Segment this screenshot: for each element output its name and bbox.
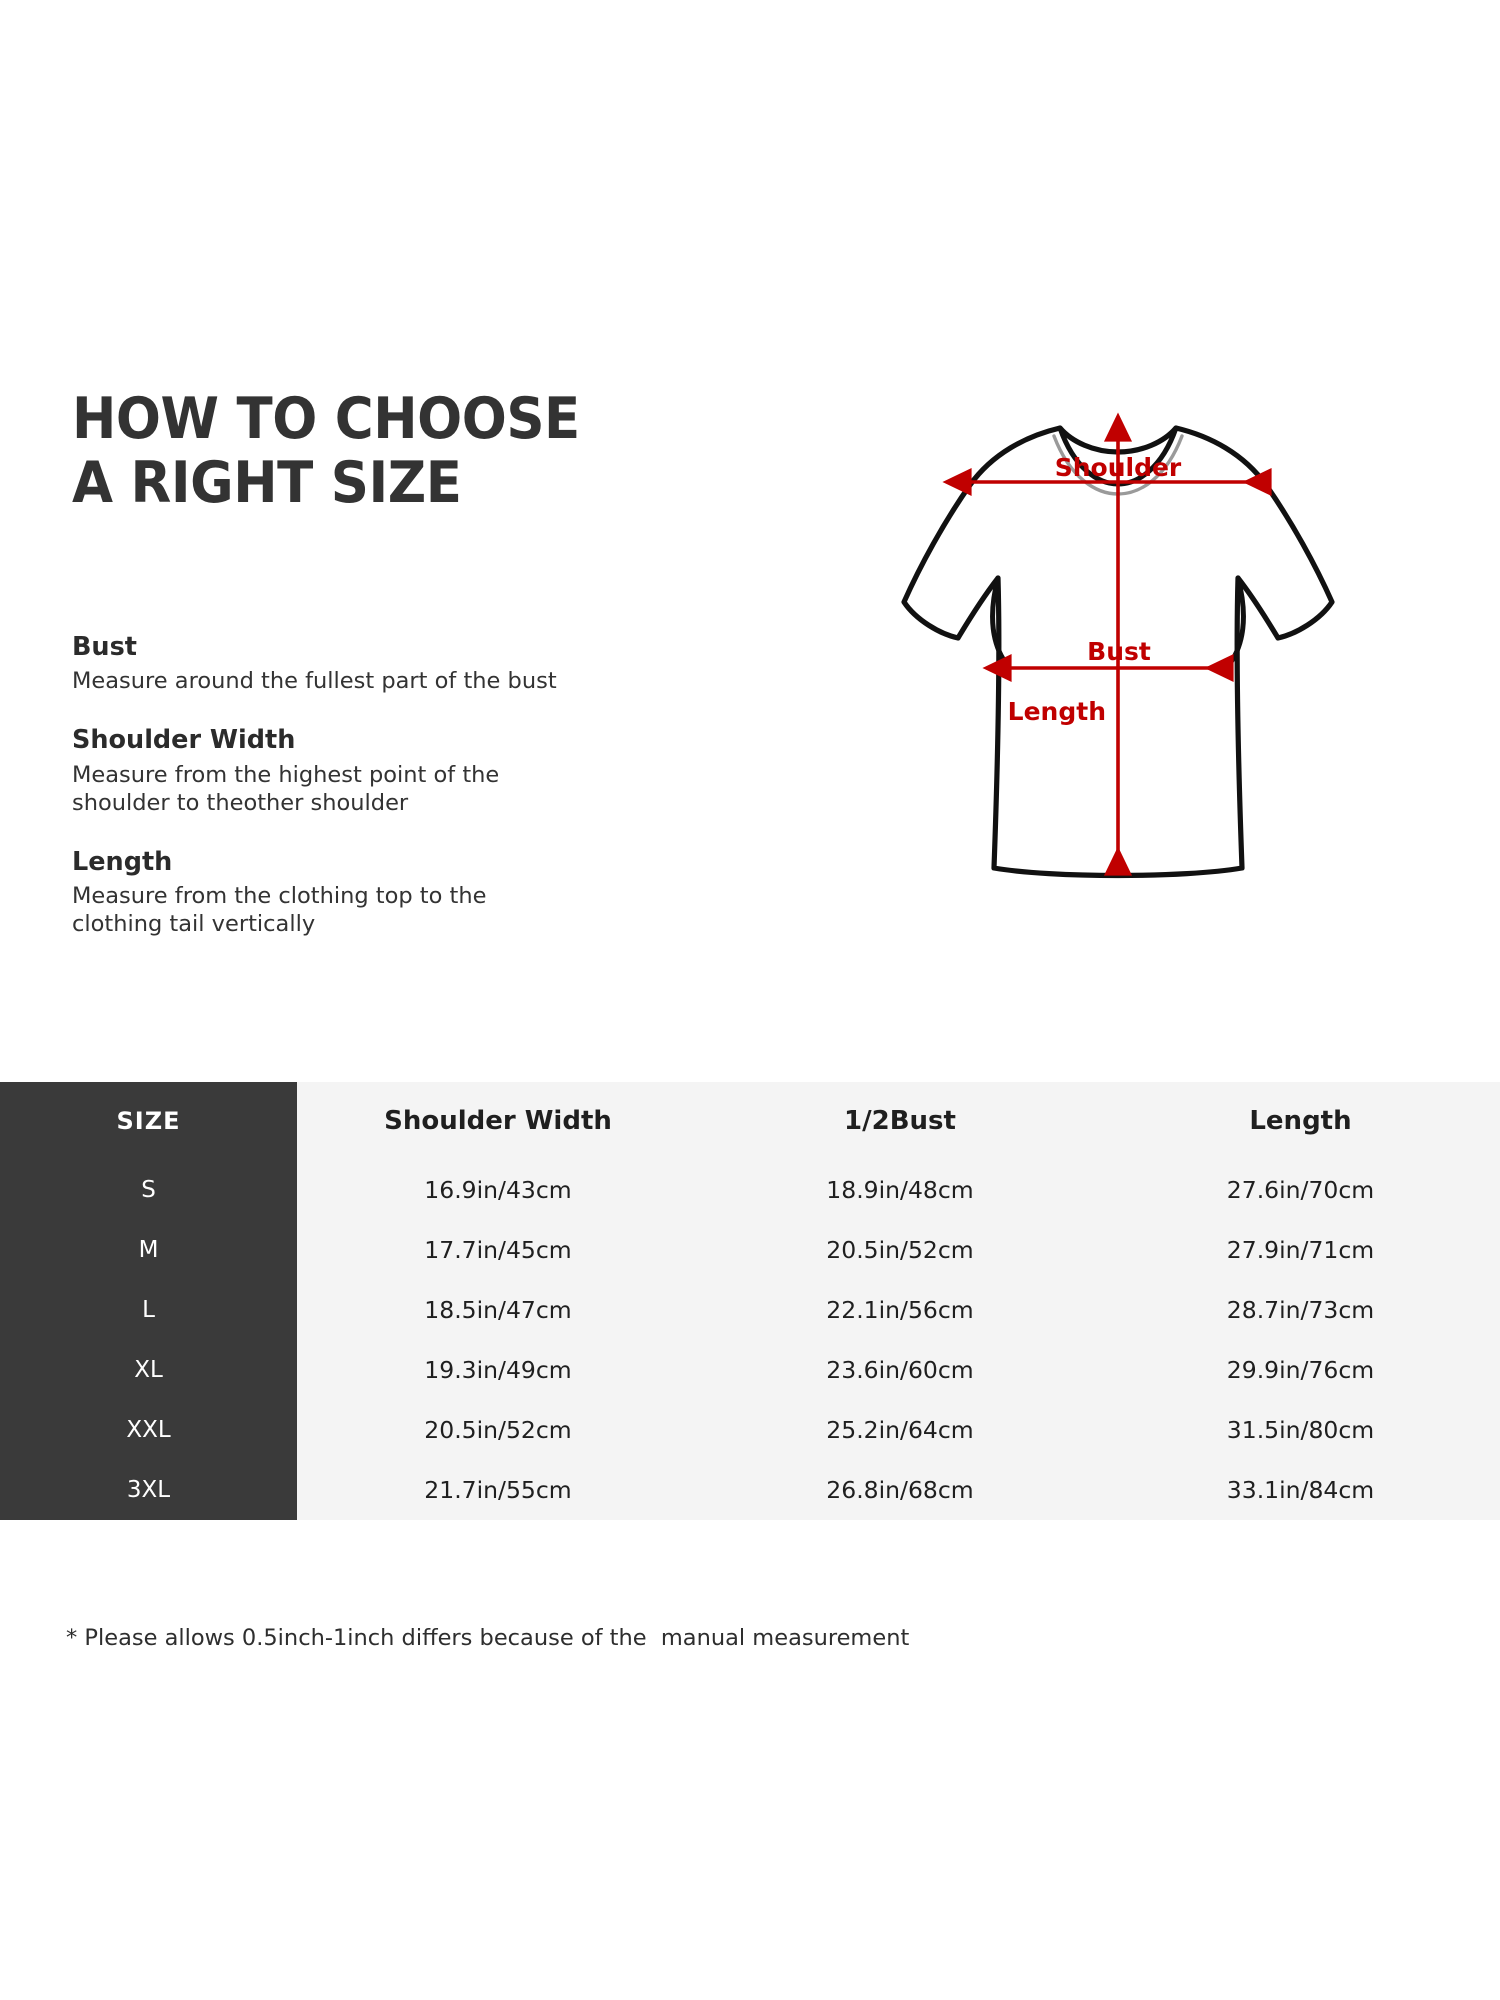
measurement-item-bust: Bust Measure around the fullest part of … bbox=[72, 630, 672, 696]
cell-shoulder-width: 16.9in/43cm bbox=[297, 1160, 699, 1220]
table-header-row: SIZE Shoulder Width 1/2Bust Length bbox=[0, 1082, 1500, 1160]
cell-length: 27.9in/71cm bbox=[1101, 1220, 1500, 1280]
cell-size: XL bbox=[0, 1340, 297, 1400]
cell-length: 31.5in/80cm bbox=[1101, 1400, 1500, 1460]
cell-shoulder-width: 18.5in/47cm bbox=[297, 1280, 699, 1340]
measurement-disclaimer: * Please allows 0.5inch-1inch differs be… bbox=[66, 1625, 910, 1651]
cell-length: 27.6in/70cm bbox=[1101, 1160, 1500, 1220]
measurement-term-shoulder-width: Shoulder Width bbox=[72, 725, 296, 756]
cell-half-bust: 22.1in/56cm bbox=[699, 1280, 1101, 1340]
measurement-item-length: Length Measure from the clothing top to … bbox=[72, 845, 672, 939]
table-row: S 16.9in/43cm 18.9in/48cm 27.6in/70cm bbox=[0, 1160, 1500, 1220]
cell-size: S bbox=[0, 1160, 297, 1220]
tshirt-measurement-diagram: Shoulder Bust Length bbox=[760, 380, 1390, 1020]
cell-size: M bbox=[0, 1220, 297, 1280]
length-label: Length bbox=[1008, 697, 1106, 726]
measurement-term-bust: Bust bbox=[72, 632, 137, 662]
cell-length: 29.9in/76cm bbox=[1101, 1340, 1500, 1400]
column-header-size: SIZE bbox=[0, 1082, 297, 1160]
measurement-text-bust: Measure around the fullest part of the b… bbox=[72, 668, 557, 695]
cell-shoulder-width: 17.7in/45cm bbox=[297, 1220, 699, 1280]
cell-length: 28.7in/73cm bbox=[1101, 1280, 1500, 1340]
column-header-length: Length bbox=[1101, 1082, 1500, 1160]
measurement-guide: Bust Measure around the fullest part of … bbox=[72, 630, 672, 966]
cell-half-bust: 18.9in/48cm bbox=[699, 1160, 1101, 1220]
cell-length: 33.1in/84cm bbox=[1101, 1460, 1500, 1520]
cell-half-bust: 26.8in/68cm bbox=[699, 1460, 1101, 1520]
measurement-text-length: Measure from the clothing top to the clo… bbox=[72, 882, 487, 937]
table-row: XL 19.3in/49cm 23.6in/60cm 29.9in/76cm bbox=[0, 1340, 1500, 1400]
measurement-item-shoulder-width: Shoulder Width Measure from the highest … bbox=[72, 723, 672, 817]
cell-size: L bbox=[0, 1280, 297, 1340]
page-title: HOW TO CHOOSE A RIGHT SIZE bbox=[72, 386, 580, 516]
measurement-text-shoulder-width: Measure from the highest point of the sh… bbox=[72, 761, 500, 816]
size-table-container: SIZE Shoulder Width 1/2Bust Length S 16.… bbox=[0, 1082, 1500, 1567]
table-row: L 18.5in/47cm 22.1in/56cm 28.7in/73cm bbox=[0, 1280, 1500, 1340]
table-row: 3XL 21.7in/55cm 26.8in/68cm 33.1in/84cm bbox=[0, 1460, 1500, 1520]
cell-size: 3XL bbox=[0, 1460, 297, 1520]
size-table: SIZE Shoulder Width 1/2Bust Length S 16.… bbox=[0, 1082, 1500, 1520]
cell-size: XXL bbox=[0, 1400, 297, 1460]
measurement-term-length: Length bbox=[72, 846, 173, 877]
cell-half-bust: 20.5in/52cm bbox=[699, 1220, 1101, 1280]
cell-shoulder-width: 21.7in/55cm bbox=[297, 1460, 699, 1520]
cell-shoulder-width: 19.3in/49cm bbox=[297, 1340, 699, 1400]
table-row: XXL 20.5in/52cm 25.2in/64cm 31.5in/80cm bbox=[0, 1400, 1500, 1460]
column-header-shoulder-width: Shoulder Width bbox=[297, 1082, 699, 1160]
cell-half-bust: 25.2in/64cm bbox=[699, 1400, 1101, 1460]
cell-shoulder-width: 20.5in/52cm bbox=[297, 1400, 699, 1460]
cell-half-bust: 23.6in/60cm bbox=[699, 1340, 1101, 1400]
column-header-half-bust: 1/2Bust bbox=[699, 1082, 1101, 1160]
table-row: M 17.7in/45cm 20.5in/52cm 27.9in/71cm bbox=[0, 1220, 1500, 1280]
